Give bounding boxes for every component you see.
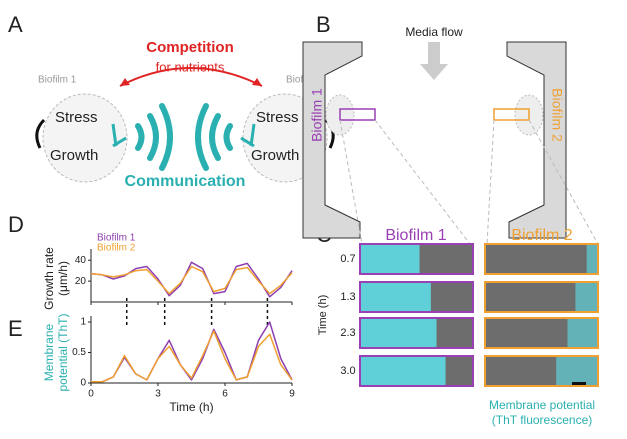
frame (484, 281, 599, 313)
row-label: 3.0 (340, 365, 355, 377)
panel-b: Media flow Biofilm 1 Biofilm 2 (302, 25, 599, 245)
legend-label: Biofilm 1 (97, 233, 136, 244)
media-flow: Media flow (405, 25, 463, 39)
panel-letter: B (316, 12, 331, 37)
stress: Stress (256, 109, 299, 126)
inhibit (240, 123, 256, 148)
inhibit (111, 123, 127, 148)
caption: Membrane potential (489, 398, 595, 412)
x-tick-label: 6 (222, 389, 228, 400)
zoom-lines (339, 119, 599, 245)
panel-letter: E (8, 316, 23, 341)
feedback-arrow (35, 118, 46, 149)
biofilm-label: Biofilm 1 (309, 88, 325, 142)
y-tick-label: 1 (80, 317, 86, 328)
stress: Stress (55, 109, 98, 126)
x-tick-label: 9 (289, 389, 295, 400)
y-tick-label: 0.5 (72, 347, 86, 358)
tht-signal (575, 282, 598, 312)
micrograph (485, 244, 598, 274)
time-label: Time (h) (317, 295, 329, 336)
y-axis-label: (μm/h) (56, 261, 70, 296)
channel-wall (506, 41, 567, 239)
frame (484, 317, 599, 349)
y-axis-label: Membrane (42, 323, 56, 381)
roi-box (493, 108, 530, 121)
series-line (90, 265, 293, 295)
row-label: 1.3 (340, 291, 355, 303)
arrow-heads (120, 78, 262, 86)
x-axis-label: Time (h) (169, 400, 213, 414)
frame (359, 281, 474, 313)
tht-signal (360, 282, 431, 312)
caption: (ThT fluorescence) (492, 413, 592, 427)
communication: Communication (125, 173, 246, 190)
frame (484, 243, 599, 275)
tht-signal (586, 244, 598, 274)
frame (484, 355, 599, 387)
y-tick-label: 20 (75, 276, 87, 287)
series-line (91, 321, 293, 383)
panel-letter: D (8, 212, 24, 237)
y-tick-label: 40 (75, 255, 87, 266)
competition-arrow (119, 67, 263, 87)
row-label: 0.7 (340, 253, 355, 265)
growth: Growth (251, 147, 299, 164)
signal-waves (135, 103, 233, 171)
roi-box (339, 108, 376, 121)
panel-c: Biofilm 1 Biofilm 2 Time (h) 0.7 1.3 2.3 3.… (317, 227, 599, 427)
biofilm-label: Biofilm 1 (38, 75, 77, 86)
tht-signal (360, 356, 446, 386)
scale-bar (572, 382, 586, 385)
tht-signal (360, 244, 420, 274)
y-tick-label: 0 (80, 378, 86, 389)
y-axis-label: Growth rate (42, 247, 56, 310)
channel-wall (302, 41, 363, 239)
competition: Competition (146, 39, 234, 56)
tht-signal (556, 356, 598, 386)
panel-a: Competition for nutrients Biofilm 1 Biof… (35, 39, 335, 190)
series-line (90, 261, 293, 298)
frame (359, 243, 474, 275)
image-rows: 0.7 1.3 2.3 3.0 (340, 243, 599, 387)
row-label: 2.3 (340, 327, 355, 339)
biofilm-cluster (42, 93, 128, 183)
legend-label: Biofilm 2 (97, 243, 136, 254)
x-tick-label: 3 (155, 389, 161, 400)
column-title: Biofilm 2 (511, 227, 572, 244)
flow-arrow (420, 42, 448, 80)
series-line (91, 330, 293, 383)
tht-signal (567, 318, 598, 348)
growth: Growth (50, 147, 98, 164)
x-tick-label: 0 (88, 389, 94, 400)
tht-signal (360, 318, 437, 348)
biofilm-label: Biofilm 2 (549, 88, 565, 142)
y-axis-label: potential (ThT) (56, 313, 70, 391)
panel-letter: A (8, 12, 23, 37)
frame (359, 355, 474, 387)
nutrients: for nutrients (156, 59, 225, 74)
column-title: Biofilm 1 (385, 227, 446, 244)
frame (359, 317, 474, 349)
